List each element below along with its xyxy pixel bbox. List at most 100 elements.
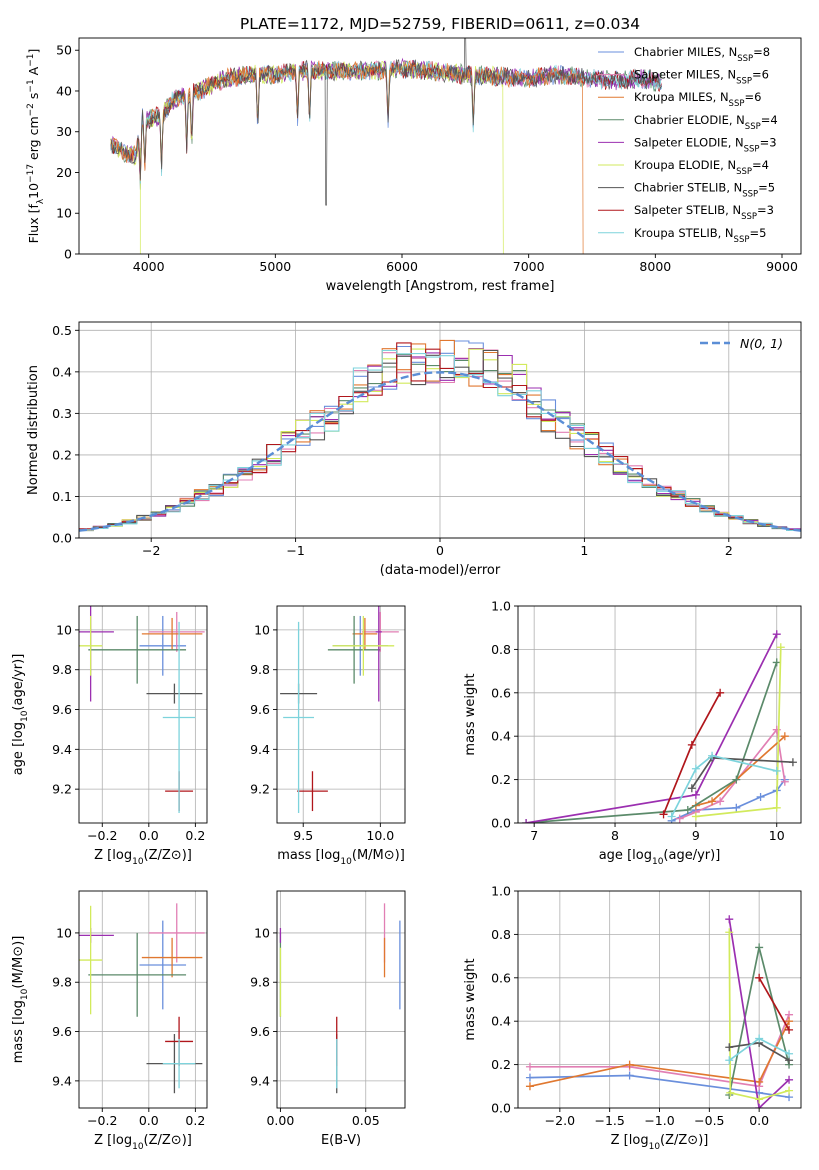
x-axis-label: Z [log10(Z/Z⊙)]	[94, 848, 192, 867]
weight-marker	[785, 1025, 794, 1034]
y-tick-label: 0.2	[491, 1057, 511, 1072]
weight-line-kroupa-miles	[695, 735, 786, 807]
weight-marker	[525, 1073, 534, 1082]
y-tick-label: 0.1	[52, 489, 72, 504]
x-axis-label: age [log10(age/yr)]	[599, 848, 721, 867]
x-tick-label: 9	[692, 828, 700, 843]
x-tick-label: 10.0	[366, 828, 394, 843]
y-tick-label: 9.2	[250, 782, 270, 797]
weight-marker	[755, 1095, 764, 1104]
chart-mass_weight_vs_age: 7 8 9 10 0.0 0.2 0.4 0.6 0.8 1.0 age [log10(age/yr…	[463, 599, 802, 867]
y-tick-label: 0.8	[491, 927, 511, 942]
legend-label: Salpeter ELODIE, NSSP=3	[634, 135, 777, 154]
y-tick-label: 10	[56, 925, 72, 940]
weight-marker	[625, 1060, 634, 1069]
y-tick-label: 10	[254, 622, 270, 637]
histogram-salpeter-stelib	[79, 342, 801, 531]
weight-marker	[687, 740, 696, 749]
y-axis-label: Flux [fλ10−17 erg cm−2 s−1 A−1]	[26, 49, 46, 244]
plot-area	[110, 38, 663, 254]
weight-marker	[772, 803, 781, 812]
errorbar-point	[141, 937, 203, 978]
axes-frame	[78, 890, 208, 1109]
weight-marker	[772, 658, 781, 667]
x-tick-label: 10	[769, 828, 785, 843]
axes-frame	[276, 890, 406, 1109]
y-tick-label: 10	[56, 206, 72, 221]
x-tick-label: −0.2	[87, 828, 117, 843]
y-tick-label: 0.3	[52, 406, 72, 421]
y-tick-label: 50	[56, 43, 72, 58]
weight-marker	[687, 784, 696, 793]
y-axis-label: age [log10(age/yr)]	[11, 654, 30, 776]
x-tick-label: 0.0	[749, 1113, 769, 1128]
y-tick-label: 9.4	[250, 1073, 270, 1088]
errorbar-point	[141, 617, 203, 650]
weight-marker	[772, 630, 781, 639]
legend-label: Kroupa STELIB, NSSP=5	[634, 226, 766, 245]
y-axis-label: Normed distribution	[26, 365, 41, 495]
x-axis-label: wavelength [Angstrom, rest frame]	[326, 279, 555, 294]
weight-line-salpeter-elodie	[525, 633, 778, 823]
weight-marker	[726, 1088, 735, 1097]
x-tick-label: 5000	[259, 259, 291, 274]
legend-label: Kroupa ELODIE, NSSP=4	[634, 158, 769, 177]
weight-marker	[708, 751, 717, 760]
y-tick-label: 0.4	[491, 729, 511, 744]
x-tick-label: 0.00	[266, 1113, 294, 1128]
legend-label: Kroupa MILES, NSSP=6	[634, 90, 761, 109]
y-tick-label: 0.0	[52, 531, 72, 546]
weight-marker	[708, 797, 717, 806]
x-tick-label: 6000	[386, 259, 418, 274]
y-axis-label: mass weight	[463, 673, 478, 755]
weight-marker	[772, 766, 781, 775]
errorbar-point	[162, 621, 196, 814]
y-tick-label: 9.8	[52, 662, 72, 677]
y-tick-label: 9.4	[250, 742, 270, 757]
errorbar-point	[79, 905, 103, 1015]
chart-mass_weight_vs_Z: −2.0 −1.5 −1.0 −0.5 0.0 0.0 0.2 0.4 0.6 0.8 1.0 Z […	[463, 884, 802, 1152]
axes-frame	[517, 605, 802, 824]
x-tick-label: 8000	[639, 259, 671, 274]
chart-age_vs_Z: −0.2 0.0 0.2 9.2 9.4 9.6 9.8 10 Z [log10(Z/Z⊙)] a…	[11, 605, 208, 867]
errorbar-point	[139, 615, 187, 676]
chart-mass_vs_Z: −0.2 0.0 0.2 9.4 9.6 9.8 10 Z [log10(Z/Z⊙)] mass…	[11, 890, 208, 1152]
x-tick-label: 8	[611, 828, 619, 843]
weight-marker	[755, 1077, 764, 1086]
weight-marker	[683, 805, 692, 814]
weight-marker	[785, 1086, 794, 1095]
legend-label: N(0, 1)	[740, 336, 783, 351]
legend-label: Chabrier MILES, NSSP=8	[634, 45, 770, 64]
x-tick-label: −2.0	[545, 1113, 575, 1128]
weight-marker	[732, 803, 741, 812]
errorbar-point	[79, 615, 103, 676]
legend: N(0, 1)	[700, 336, 783, 351]
y-tick-label: 9.8	[52, 975, 72, 990]
weight-marker	[625, 1071, 634, 1080]
x-tick-label: 4000	[133, 259, 165, 274]
weight-marker	[667, 812, 676, 821]
weight-line-kroupa-elodie	[695, 647, 782, 818]
histogram-salpeter-miles	[79, 349, 801, 531]
normal-curve	[79, 371, 801, 532]
y-tick-label: 9.4	[52, 742, 72, 757]
x-tick-label: 0	[436, 543, 444, 558]
errorbar-point	[162, 1038, 196, 1089]
x-tick-label: 0.05	[352, 1113, 380, 1128]
chart-spectrum: 4000 5000 6000 7000 8000 9000 0 10 20 30 40 50 wavel…	[26, 37, 802, 294]
x-tick-label: 7	[530, 828, 538, 843]
histogram-kroupa-stelib	[79, 349, 801, 531]
spectrum-line-kroupa-miles	[110, 60, 584, 254]
weight-marker	[675, 814, 684, 823]
y-tick-label: 0.4	[491, 1014, 511, 1029]
y-axis-label: mass weight	[463, 958, 478, 1040]
legend-label: Salpeter STELIB, NSSP=3	[634, 203, 774, 222]
y-tick-label: 0.2	[491, 772, 511, 787]
axes-frame	[276, 605, 406, 824]
weight-marker	[755, 943, 764, 952]
legend-label: Chabrier STELIB, NSSP=5	[634, 181, 775, 200]
weight-marker	[732, 775, 741, 784]
y-tick-label: 0.5	[52, 323, 72, 338]
y-tick-label: 10	[254, 925, 270, 940]
weight-marker	[780, 732, 789, 741]
